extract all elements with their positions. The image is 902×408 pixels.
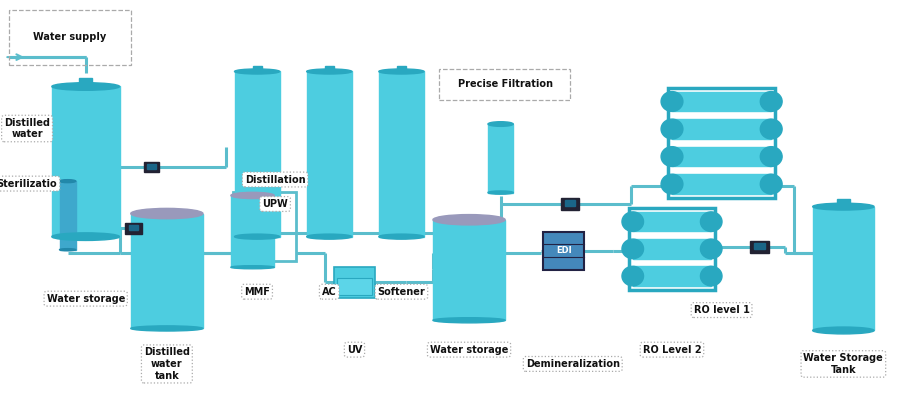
Bar xyxy=(231,195,274,267)
Ellipse shape xyxy=(307,234,352,239)
Ellipse shape xyxy=(622,266,643,286)
Bar xyxy=(233,192,296,261)
Text: Distillation: Distillation xyxy=(244,175,306,184)
Ellipse shape xyxy=(379,69,424,74)
Bar xyxy=(837,199,850,204)
Bar xyxy=(633,212,711,231)
Bar xyxy=(79,78,92,84)
Bar xyxy=(754,243,765,249)
Bar xyxy=(337,278,372,295)
Bar xyxy=(672,91,771,111)
Text: Precise Filtration: Precise Filtration xyxy=(457,80,553,89)
Bar xyxy=(565,200,575,206)
Ellipse shape xyxy=(813,203,874,210)
Bar xyxy=(144,162,159,172)
Ellipse shape xyxy=(131,208,203,219)
Bar xyxy=(334,267,375,298)
Ellipse shape xyxy=(661,91,683,111)
Ellipse shape xyxy=(52,233,119,240)
Ellipse shape xyxy=(379,234,424,239)
Bar xyxy=(672,119,771,139)
Bar xyxy=(439,69,570,100)
Bar xyxy=(9,10,131,65)
Ellipse shape xyxy=(701,266,722,286)
Ellipse shape xyxy=(622,212,643,231)
Ellipse shape xyxy=(235,69,280,74)
Bar xyxy=(543,232,584,270)
Text: UV: UV xyxy=(346,345,363,355)
Ellipse shape xyxy=(307,69,352,74)
Ellipse shape xyxy=(131,326,203,331)
Ellipse shape xyxy=(52,83,119,90)
Ellipse shape xyxy=(231,266,274,269)
Ellipse shape xyxy=(488,122,513,126)
Text: RO level 1: RO level 1 xyxy=(694,305,750,315)
Bar xyxy=(488,124,513,193)
Ellipse shape xyxy=(622,239,643,259)
Ellipse shape xyxy=(760,146,782,166)
Ellipse shape xyxy=(760,91,782,111)
Bar xyxy=(307,71,352,237)
Ellipse shape xyxy=(813,327,874,334)
Text: Water storage: Water storage xyxy=(430,345,508,355)
Text: Water Storage
Tank: Water Storage Tank xyxy=(804,353,883,375)
Text: Water storage: Water storage xyxy=(47,294,124,304)
Bar xyxy=(235,71,280,237)
Ellipse shape xyxy=(661,146,683,166)
Bar xyxy=(630,208,714,290)
Bar xyxy=(147,164,156,169)
Bar xyxy=(397,66,406,70)
Text: Water supply: Water supply xyxy=(32,32,106,42)
Ellipse shape xyxy=(231,192,274,199)
Bar xyxy=(813,206,874,330)
Ellipse shape xyxy=(661,119,683,139)
Bar xyxy=(750,241,769,253)
Bar xyxy=(633,266,711,286)
Bar xyxy=(131,213,203,328)
Ellipse shape xyxy=(760,174,782,194)
Bar xyxy=(672,146,771,166)
Ellipse shape xyxy=(701,212,722,231)
Bar xyxy=(253,66,262,70)
Ellipse shape xyxy=(433,215,505,225)
Text: MMF: MMF xyxy=(244,287,270,297)
Bar xyxy=(129,225,138,230)
Bar xyxy=(60,181,76,250)
Ellipse shape xyxy=(760,119,782,139)
Text: Distilled
water: Distilled water xyxy=(5,118,50,139)
Text: Sterilizatio: Sterilizatio xyxy=(0,179,58,188)
Text: AC: AC xyxy=(322,287,336,297)
Ellipse shape xyxy=(235,234,280,239)
Ellipse shape xyxy=(488,191,513,194)
Ellipse shape xyxy=(60,248,76,251)
Text: Demineralization: Demineralization xyxy=(526,359,620,369)
Ellipse shape xyxy=(60,180,76,183)
Text: Distilled
water
tank: Distilled water tank xyxy=(144,347,189,381)
Bar xyxy=(633,239,711,259)
Text: RO Level 2: RO Level 2 xyxy=(643,345,701,355)
Ellipse shape xyxy=(661,174,683,194)
Bar xyxy=(52,86,119,237)
Text: UPW: UPW xyxy=(262,199,288,209)
Ellipse shape xyxy=(701,239,722,259)
Bar xyxy=(668,88,775,198)
Bar xyxy=(672,174,771,194)
Text: EDI: EDI xyxy=(556,246,572,255)
Ellipse shape xyxy=(433,318,505,323)
Bar xyxy=(125,223,142,234)
Bar xyxy=(325,66,334,70)
Bar xyxy=(379,71,424,237)
Text: Softener: Softener xyxy=(378,287,425,297)
Bar xyxy=(433,220,505,320)
Bar xyxy=(561,198,579,210)
